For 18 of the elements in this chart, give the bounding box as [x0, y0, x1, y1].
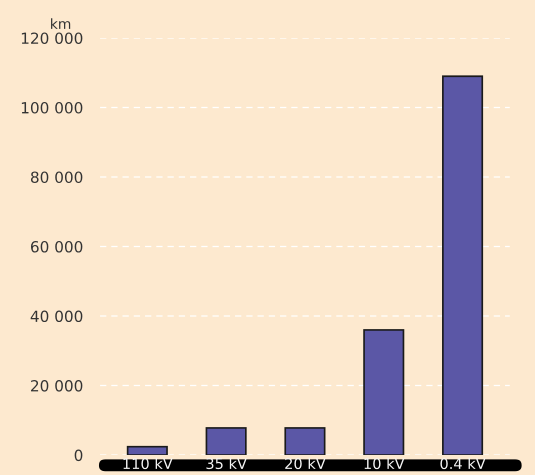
bar [363, 329, 404, 456]
bar [284, 427, 326, 456]
x-tick-label: 20 kV [285, 458, 326, 470]
x-tick-label: 35 kV [206, 458, 247, 470]
x-tick-label: 10 kV [364, 458, 404, 470]
y-tick-label: 60 000 [30, 240, 82, 253]
y-tick-label: 100 000 [22, 102, 82, 114]
y-tick-label: 80 000 [30, 171, 82, 184]
y-tick-label: 20 000 [31, 380, 82, 392]
y-axis-title: km [51, 18, 70, 29]
y-tick-label: 0 [74, 450, 82, 462]
y-tick-label: 40 000 [30, 310, 82, 322]
x-tick-label: 0.4 kV [440, 458, 486, 470]
bar [206, 427, 247, 456]
y-tick-label: 120 000 [22, 32, 82, 44]
x-tick-label: 110 kV [123, 458, 173, 470]
bar [442, 75, 484, 456]
bar [126, 446, 168, 456]
